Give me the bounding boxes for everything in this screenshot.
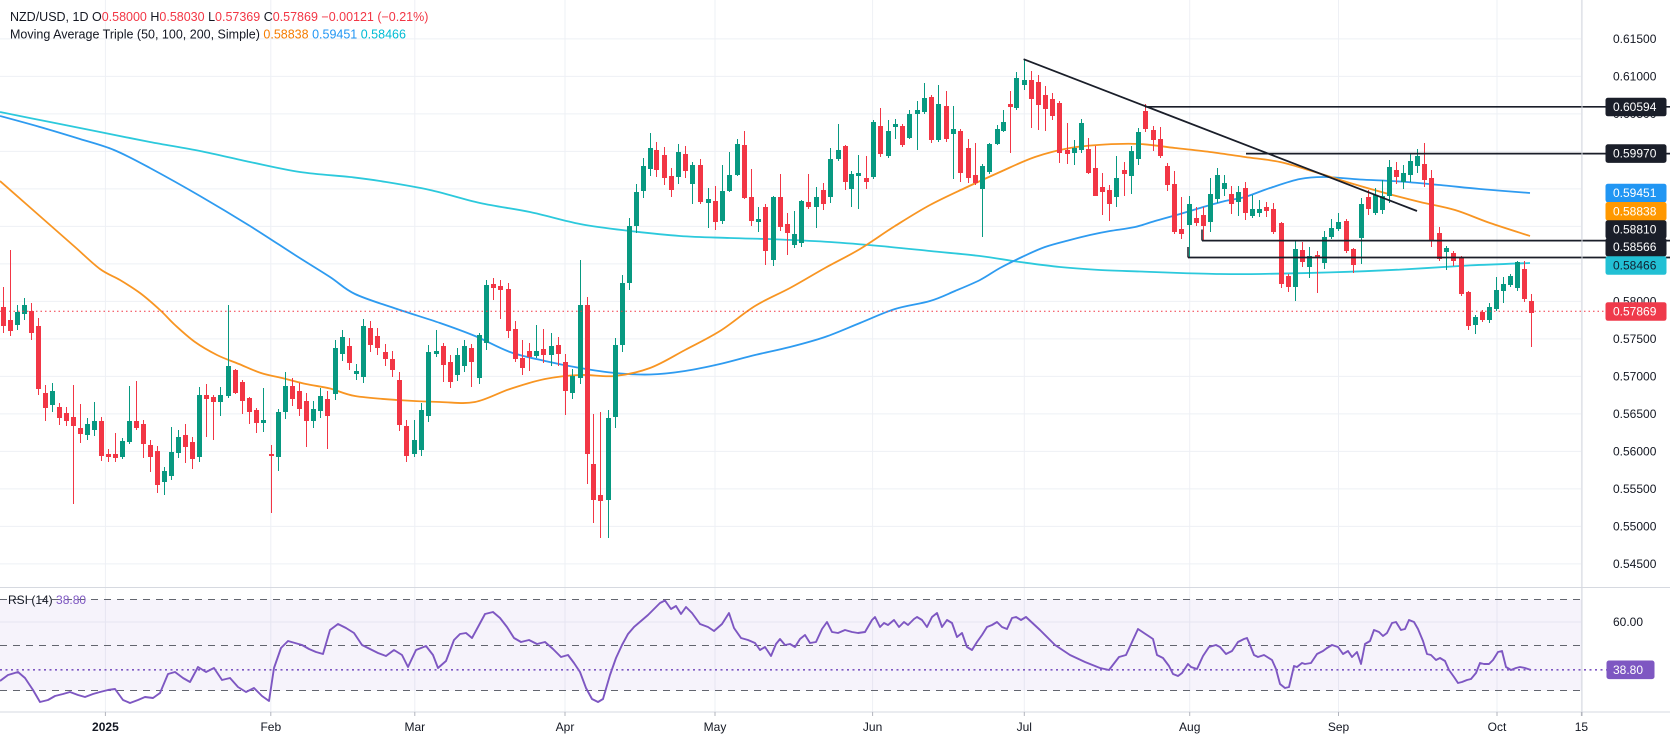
svg-text:Moving Average Triple (50, 100: Moving Average Triple (50, 100, 200, Sim… (10, 28, 406, 42)
svg-text:0.59970: 0.59970 (1613, 147, 1657, 161)
svg-text:May: May (704, 720, 727, 734)
svg-text:0.58566: 0.58566 (1613, 240, 1657, 254)
svg-text:Jul: Jul (1017, 720, 1032, 734)
svg-text:Apr: Apr (556, 720, 575, 734)
svg-text:15: 15 (1575, 720, 1589, 734)
svg-text:Sep: Sep (1328, 720, 1350, 734)
svg-text:Oct: Oct (1488, 720, 1507, 734)
svg-text:0.61000: 0.61000 (1613, 69, 1657, 83)
svg-text:0.55500: 0.55500 (1613, 482, 1657, 496)
svg-text:0.57000: 0.57000 (1613, 369, 1657, 383)
svg-text:0.59451: 0.59451 (1613, 186, 1657, 200)
svg-text:2025: 2025 (92, 720, 119, 734)
svg-text:38.80: 38.80 (1613, 663, 1643, 677)
svg-text:Jun: Jun (863, 720, 882, 734)
svg-text:0.55000: 0.55000 (1613, 519, 1657, 533)
svg-text:Aug: Aug (1179, 720, 1200, 734)
svg-text:0.56000: 0.56000 (1613, 444, 1657, 458)
svg-text:NZD/USD, 1D O0.58000 H0.5803: NZD/USD, 1D O0.58000 H0.58030 L0.57369 C… (10, 10, 428, 24)
svg-text:60.00: 60.00 (1613, 615, 1643, 629)
svg-text:Feb: Feb (260, 720, 281, 734)
svg-text:0.56500: 0.56500 (1613, 407, 1657, 421)
svg-text:Mar: Mar (404, 720, 425, 734)
svg-text:0.58838: 0.58838 (1613, 204, 1657, 218)
svg-text:0.58466: 0.58466 (1613, 259, 1657, 273)
svg-text:0.61500: 0.61500 (1613, 32, 1657, 46)
svg-text:0.60594: 0.60594 (1613, 100, 1657, 114)
svg-text:0.58810: 0.58810 (1613, 223, 1657, 237)
svg-text:0.54500: 0.54500 (1613, 557, 1657, 571)
svg-text:RSI (14) 38.80: RSI (14) 38.80 (8, 593, 86, 607)
svg-text:0.57869: 0.57869 (1613, 305, 1657, 319)
svg-text:0.57500: 0.57500 (1613, 332, 1657, 346)
